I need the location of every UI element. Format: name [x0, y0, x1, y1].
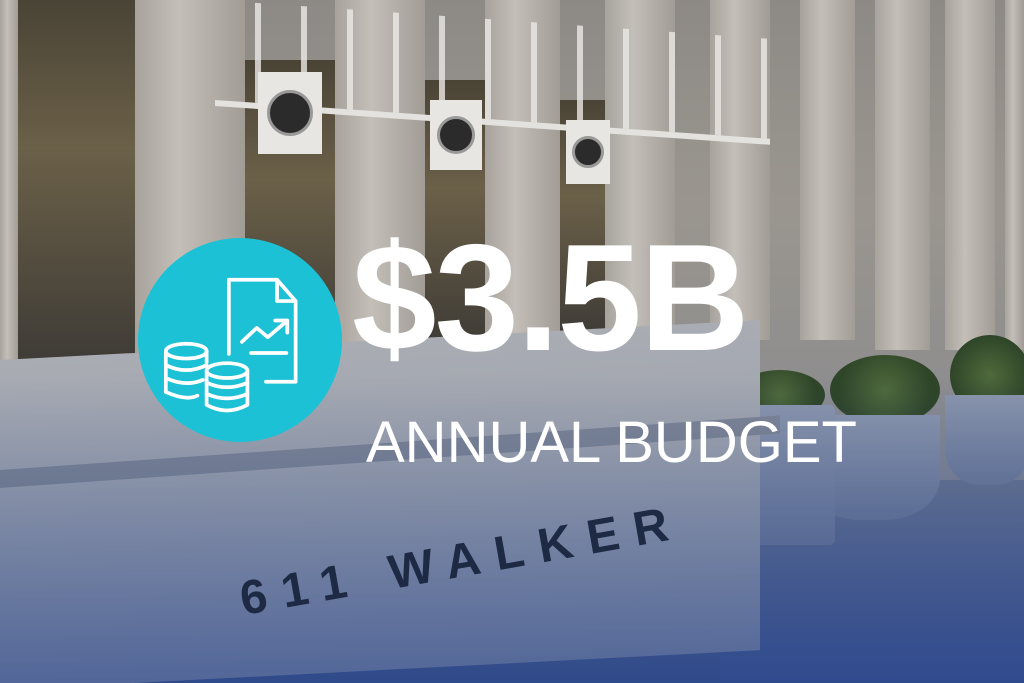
budget-label: ANNUAL BUDGET	[366, 410, 857, 475]
budget-document-coins-icon	[163, 277, 298, 413]
budget-amount: $3.5B	[352, 213, 750, 383]
budget-badge	[138, 238, 342, 442]
